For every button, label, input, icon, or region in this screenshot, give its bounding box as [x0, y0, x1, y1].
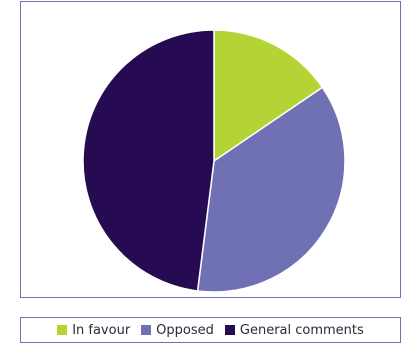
legend-swatch-in-favour	[57, 325, 68, 335]
legend-item-in-favour: In favour	[57, 323, 130, 338]
legend-label: In favour	[72, 322, 131, 338]
pie-slice-in-favour	[213, 29, 324, 162]
legend: In favour Opposed General comments	[20, 317, 401, 343]
legend-label: Opposed	[156, 322, 214, 338]
legend-swatch-opposed	[141, 325, 152, 335]
pie-slice-opposed	[196, 86, 346, 293]
legend-label: General comments	[239, 322, 364, 338]
legend-item-general-comments: General comments	[224, 322, 364, 338]
legend-item-opposed: Opposed	[141, 323, 214, 338]
pie-chart	[82, 29, 346, 293]
pie-slice-general-comments	[82, 29, 215, 292]
chart-frame	[20, 1, 401, 298]
legend-swatch-general-comments	[224, 325, 235, 335]
